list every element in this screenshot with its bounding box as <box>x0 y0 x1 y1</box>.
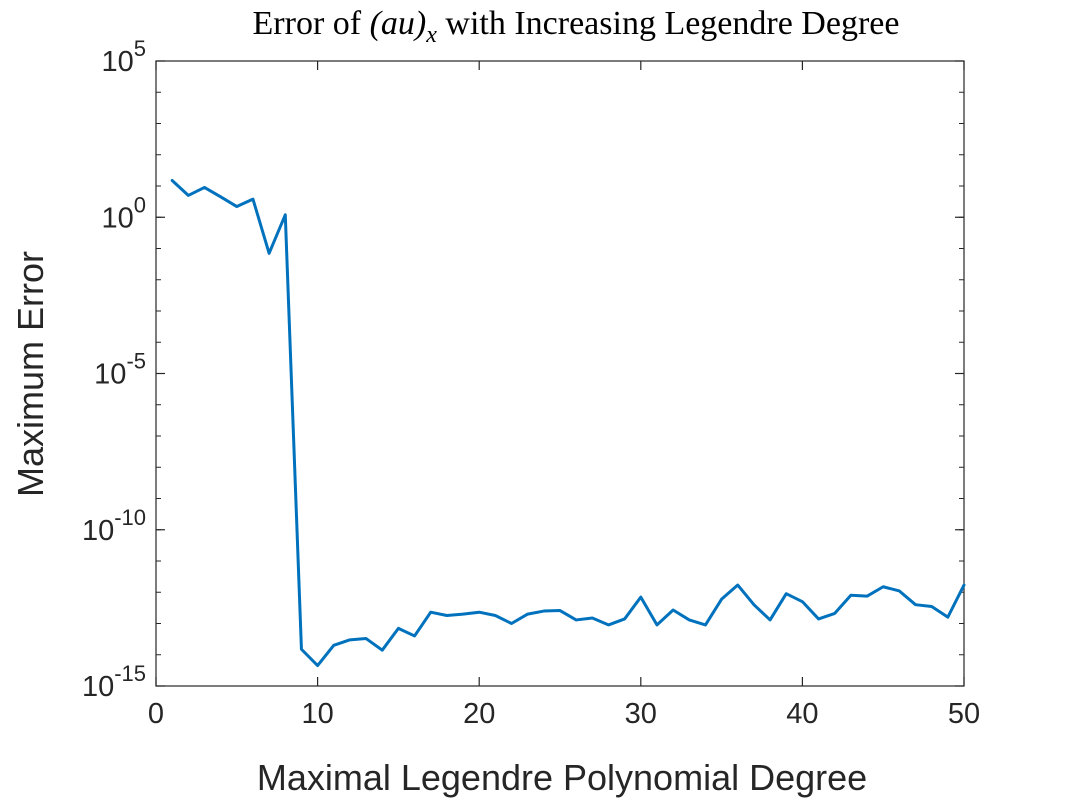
x-tick-label: 10 <box>301 698 333 730</box>
y-tick-label: 100 <box>101 192 146 234</box>
series-layer <box>170 179 966 668</box>
y-tick-label: 10-5 <box>94 349 146 391</box>
x-axis-label: Maximal Legendre Polynomial Degree <box>257 757 867 798</box>
x-tick-label: 30 <box>625 698 657 730</box>
chart-title-after: with Increasing Legendre Degree <box>437 5 900 42</box>
x-tick-label: 0 <box>148 698 164 730</box>
y-tick-label: 105 <box>101 36 146 78</box>
y-axis-ticks: 10-15 10-10 10-5 100 105 <box>82 36 964 703</box>
plot-area: 0 10 20 30 40 50 10-15 10-10 10-5 100 105 <box>82 36 980 730</box>
series-line-1 <box>170 179 966 668</box>
x-tick-label: 40 <box>786 698 818 730</box>
y-axis-label: Maximum Error <box>10 251 51 497</box>
x-axis-ticks: 0 10 20 30 40 50 <box>148 61 980 730</box>
chart-title: Error of (au)x with Increasing Legendre … <box>253 5 900 48</box>
y-tick-label: 10-10 <box>82 505 146 547</box>
chart-title-before: Error of <box>253 5 370 42</box>
axes-box <box>155 60 965 687</box>
chart-title-math: (au) <box>370 5 427 42</box>
x-tick-label: 20 <box>463 698 495 730</box>
y-tick-label: 10-15 <box>82 661 146 703</box>
x-tick-label: 50 <box>948 698 980 730</box>
chart-title-math-subscript: x <box>425 22 437 48</box>
